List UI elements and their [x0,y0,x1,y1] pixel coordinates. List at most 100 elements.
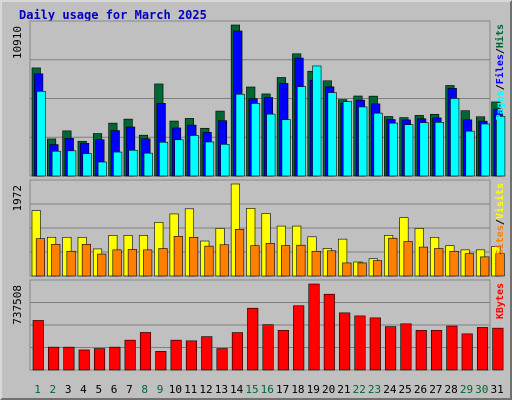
x-tick-label-8: 8 [141,383,148,396]
panel-requests-legend: Pages/Files/Hits [494,24,506,120]
x-tick-label-9: 9 [157,383,164,396]
bar-visitors-sites-13 [219,244,229,277]
bar-requests-pages-5 [97,161,107,177]
panel-kbytes-max-label: 737508 [11,285,24,325]
bar-visitors-sites-25 [403,241,413,277]
bar-kbytes-kbytes-17 [277,330,289,371]
bar-visitors-sites-2 [51,243,61,277]
bar-kbytes-kbytes-15 [247,307,259,371]
bar-kbytes-kbytes-30 [476,327,489,371]
x-tick-label-15: 15 [245,383,258,396]
bar-visitors-sites-23 [372,260,383,277]
bar-requests-pages-29 [465,130,475,177]
bar-visitors-sites-6 [112,249,122,277]
bar-visitors-sites-24 [388,237,398,277]
x-tick-label-17: 17 [276,383,289,396]
bar-kbytes-kbytes-21 [339,312,351,371]
bar-requests-pages-22 [358,106,368,177]
bar-requests-pages-30 [480,123,490,177]
bar-visitors-sites-18 [296,244,306,277]
legend-separator: / [495,84,506,90]
x-tick-label-20: 20 [322,383,335,396]
bar-requests-pages-28 [450,98,460,177]
bar-requests-pages-11 [189,135,199,177]
bar-visitors-sites-21 [342,262,352,277]
x-tick-label-18: 18 [291,383,304,396]
bar-visitors-sites-15 [250,245,260,277]
bar-kbytes-kbytes-1 [32,320,44,371]
bar-requests-pages-8 [143,152,153,177]
bar-requests-pages-25 [404,124,414,177]
bar-requests-pages-14 [235,93,245,177]
bar-requests-pages-16 [266,113,276,177]
x-tick-label-2: 2 [50,383,57,396]
legend-separator: / [495,219,506,225]
bar-requests-pages-24 [388,122,398,177]
legend-sites: Sites [494,225,506,255]
bar-kbytes-kbytes-18 [293,305,305,371]
bar-visitors-sites-3 [66,250,76,277]
bar-requests-pages-17 [281,119,291,177]
bar-kbytes-kbytes-28 [446,325,458,371]
legend-pages: Pages [495,90,506,120]
bar-visitors-sites-10 [173,236,183,277]
x-tick-label-21: 21 [337,383,350,396]
x-tick-label-24: 24 [383,383,397,396]
bar-visitors-sites-7 [127,249,137,277]
bar-kbytes-kbytes-19 [308,283,320,371]
bar-visitors-sites-16 [265,243,275,277]
bar-requests-pages-31 [496,116,506,177]
chart-title: Daily usage for March 2025 [19,8,207,22]
legend-visits: Visits [494,183,506,219]
bar-visitors-sites-27 [434,248,444,277]
x-tick-label-5: 5 [95,383,102,396]
bar-visitors-sites-11 [189,236,199,277]
bar-kbytes-kbytes-14 [231,332,243,371]
bar-requests-pages-19 [312,65,322,177]
legend-kbytes: KBytes [495,283,506,319]
bar-kbytes-kbytes-6 [109,346,121,371]
bar-kbytes-kbytes-26 [415,330,427,371]
panel-kbytes-legend: KBytes [495,283,506,319]
x-tick-label-19: 19 [307,383,320,396]
bar-requests-pages-12 [205,141,215,177]
bar-visitors-sites-17 [281,245,291,277]
bar-requests-pages-23 [373,112,383,177]
bar-kbytes-kbytes-27 [431,330,443,371]
bar-requests-pages-1 [36,91,46,177]
bar-kbytes-kbytes-31 [492,327,504,371]
bar-requests-pages-2 [51,150,61,177]
x-tick-label-27: 27 [429,383,442,396]
bar-visitors-sites-20 [326,250,337,277]
bar-requests-pages-4 [82,153,92,177]
x-tick-label-28: 28 [445,383,458,396]
x-tick-label-26: 26 [414,383,427,396]
legend-files: Files [494,54,506,84]
bar-kbytes-kbytes-11 [185,340,197,371]
bar-visitors-sites-12 [204,245,214,277]
bar-requests-pages-27 [434,122,444,177]
bar-kbytes-kbytes-20 [323,293,335,371]
x-tick-label-22: 22 [353,383,366,396]
bar-kbytes-kbytes-3 [63,346,75,371]
bar-visitors-sites-4 [81,243,91,277]
bar-kbytes-kbytes-24 [385,326,397,371]
x-tick-label-31: 31 [490,383,503,396]
bar-requests-pages-7 [128,149,138,177]
bar-requests-pages-18 [296,86,307,177]
bar-visitors-sites-22 [357,262,367,277]
bar-kbytes-kbytes-4 [78,349,90,371]
x-tick-label-30: 30 [475,383,488,396]
x-tick-label-13: 13 [215,383,228,396]
legend-separator: / [495,48,506,54]
panel-visitors-legend: Sites/Visits [494,183,506,255]
x-tick-label-16: 16 [261,383,274,396]
bar-requests-pages-6 [113,151,123,177]
bar-requests-pages-9 [159,141,169,177]
bar-kbytes-kbytes-23 [369,317,381,371]
bar-requests-pages-20 [327,92,337,177]
bar-kbytes-kbytes-9 [155,351,167,371]
bar-kbytes-kbytes-12 [201,336,213,371]
x-tick-label-1: 1 [34,383,41,396]
bar-visitors-sites-9 [158,248,168,277]
